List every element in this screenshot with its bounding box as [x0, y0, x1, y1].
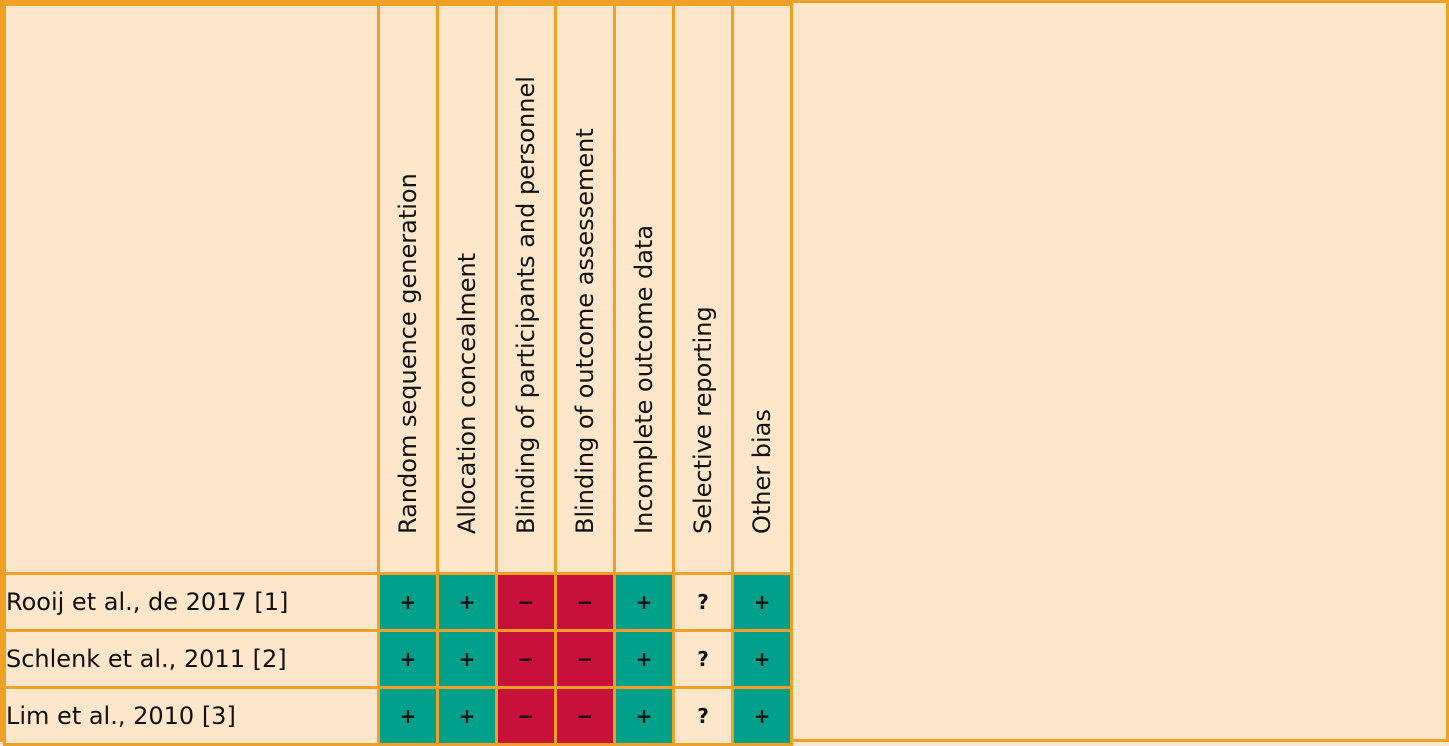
column-header-allocation-concealment: Allocation concealment [436, 3, 498, 575]
rating-cell: + [731, 629, 793, 689]
rating-cell: + [377, 686, 439, 746]
rating-cell: + [436, 629, 498, 689]
rating-cell: + [377, 572, 439, 632]
column-header-blinding-participants: Blinding of participants and personnel [495, 3, 557, 575]
study-name: Rooij et al., de 2017 [1] [3, 572, 380, 632]
column-header-random-sequence-generation: Random sequence generation [377, 3, 439, 575]
rating-cell: − [495, 629, 557, 689]
rating-cell: ? [672, 629, 734, 689]
column-header-label: Blinding of participants and personnel [512, 76, 540, 534]
rating-cell: − [495, 572, 557, 632]
table-row: Schlenk et al., 2011 [2] + + − − + ? + [3, 629, 793, 689]
column-header-label: Allocation concealment [453, 252, 481, 534]
study-name: Schlenk et al., 2011 [2] [3, 629, 380, 689]
column-header-label: Incomplete outcome data [630, 224, 658, 534]
column-header-blinding-outcome: Blinding of outcome assessement [554, 3, 616, 575]
rating-cell: ? [672, 572, 734, 632]
rating-cell: + [613, 686, 675, 746]
rating-cell: ? [672, 686, 734, 746]
rating-cell: + [377, 629, 439, 689]
rating-cell: + [731, 572, 793, 632]
rating-cell: − [554, 572, 616, 632]
rating-cell: − [554, 686, 616, 746]
study-name: Lim et al., 2010 [3] [3, 686, 380, 746]
column-header-label: Random sequence generation [394, 173, 422, 534]
rating-cell: + [436, 572, 498, 632]
rating-cell: + [613, 629, 675, 689]
column-header-incomplete-outcome: Incomplete outcome data [613, 3, 675, 575]
corner-cell [3, 3, 380, 575]
rating-cell: − [554, 629, 616, 689]
table-row: Rooij et al., de 2017 [1] + + − − + ? + [3, 572, 793, 632]
rating-cell: + [436, 686, 498, 746]
rating-cell: + [731, 686, 793, 746]
rating-cell: + [613, 572, 675, 632]
column-header-label: Selective reporting [689, 306, 717, 534]
column-header-selective-reporting: Selective reporting [672, 3, 734, 575]
column-header-label: Other bias [748, 409, 776, 534]
risk-of-bias-table: Random sequence generation Allocation co… [3, 3, 793, 746]
column-header-label: Blinding of outcome assessement [571, 128, 599, 534]
table-row: Lim et al., 2010 [3] + + − − + ? + [3, 686, 793, 746]
column-header-other-bias: Other bias [731, 3, 793, 575]
header-row: Random sequence generation Allocation co… [3, 3, 793, 575]
rating-cell: − [495, 686, 557, 746]
